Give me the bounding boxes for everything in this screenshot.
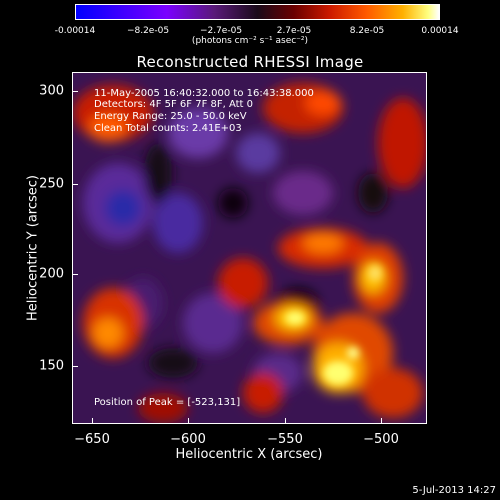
colorbar-tick: 2.7e-05 (276, 26, 312, 36)
x-tickmark (92, 418, 93, 424)
rhessi-image-map (73, 73, 426, 423)
y-tickmark (72, 366, 78, 367)
x-tick-label: −500 (363, 432, 399, 447)
y-tickmark (72, 184, 78, 185)
colorbar-tick: −8.2e-05 (126, 26, 170, 36)
colorbar-tick: 0.00014 (421, 26, 459, 36)
generation-date: 5-Jul-2013 14:27 (412, 485, 496, 496)
colorbar-tick: -0.00014 (54, 26, 96, 36)
colorbar (75, 4, 440, 20)
x-tickmark (188, 418, 189, 424)
y-tick-label: 300 (39, 83, 64, 99)
plot-title: Reconstructed RHESSI Image (136, 53, 364, 71)
colorbar-tick: 8.2e-05 (349, 26, 385, 36)
peak-position: Position of Peak = [-523,131] (94, 397, 241, 408)
rhessi-image (72, 72, 427, 424)
detectors-info: Detectors: 4F 5F 6F 7F 8F, Att 0 (94, 99, 254, 110)
y-tickmark (72, 91, 78, 92)
x-tick-label: −600 (170, 432, 206, 447)
x-tickmark (285, 418, 286, 424)
y-tick-label: 150 (39, 358, 64, 374)
x-axis-label: Heliocentric X (arcsec) (175, 447, 323, 462)
clean-total-counts: Clean Total counts: 2.41E+03 (94, 123, 242, 134)
y-tick-label: 200 (39, 266, 64, 282)
y-axis-label: Heliocentric Y (arcsec) (25, 175, 41, 321)
y-tick-label: 250 (39, 176, 64, 192)
colorbar-tick: −2.7e-05 (199, 26, 243, 36)
y-tickmark (72, 274, 78, 275)
observation-time: 11-May-2005 16:40:32.000 to 16:43:38.000 (94, 88, 314, 99)
x-tick-label: −550 (267, 432, 303, 447)
energy-range: Energy Range: 25.0 - 50.0 keV (94, 111, 247, 122)
colorbar-unit: (photons cm⁻² s⁻¹ asec⁻²) (191, 36, 309, 46)
x-tickmark (381, 418, 382, 424)
x-tick-label: −650 (74, 432, 110, 447)
